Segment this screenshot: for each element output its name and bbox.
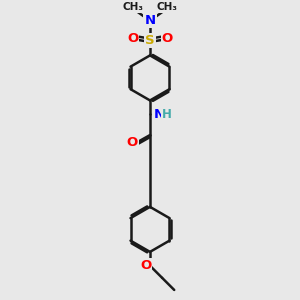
Text: N: N: [144, 14, 156, 27]
Text: S: S: [145, 34, 155, 47]
Text: N: N: [154, 108, 165, 121]
Text: O: O: [127, 32, 138, 45]
Text: O: O: [126, 136, 137, 149]
Text: CH₃: CH₃: [122, 2, 143, 12]
Text: H: H: [162, 108, 172, 121]
Text: O: O: [140, 259, 151, 272]
Text: O: O: [162, 32, 173, 45]
Text: CH₃: CH₃: [157, 2, 178, 12]
